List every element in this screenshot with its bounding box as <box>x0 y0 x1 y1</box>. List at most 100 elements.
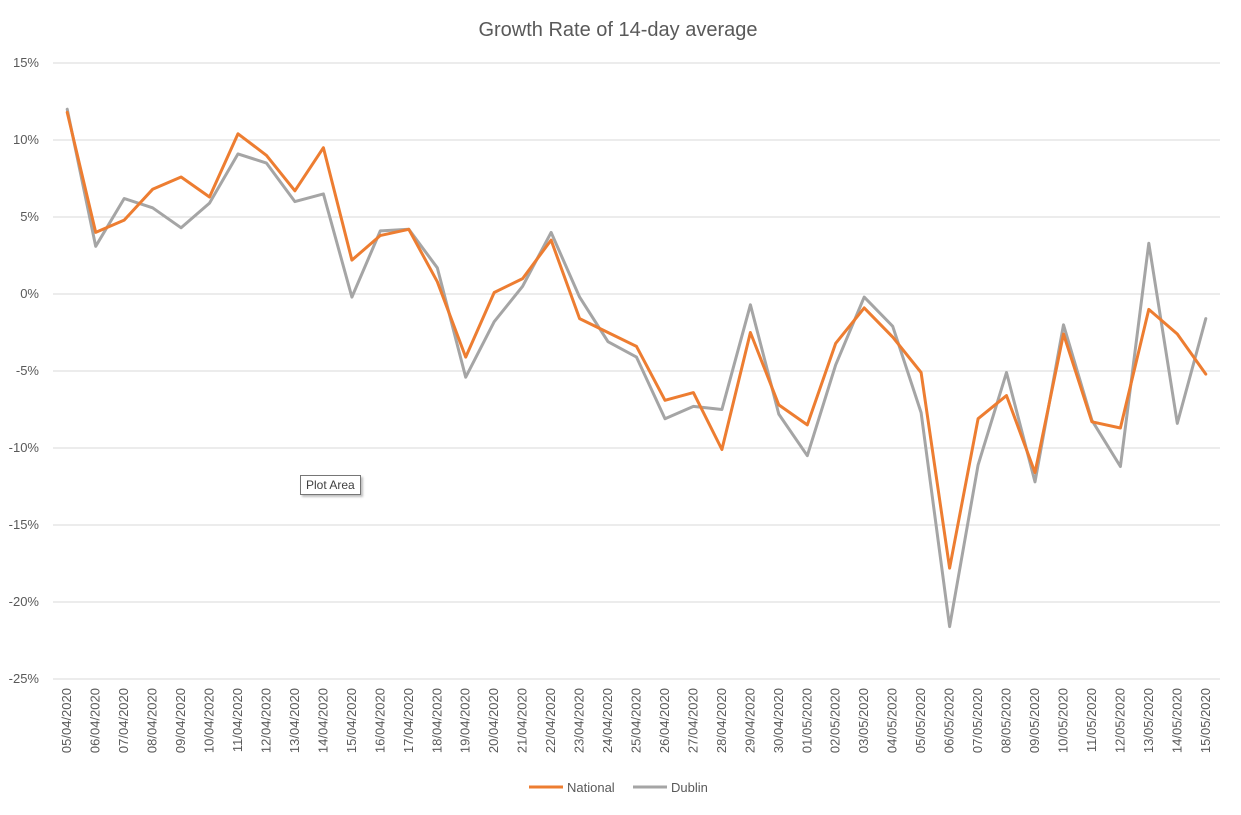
data-point-national[interactable] <box>264 153 268 157</box>
data-point-dublin[interactable] <box>293 200 297 204</box>
legend-item-national[interactable]: National <box>529 780 615 795</box>
x-tick-label: 01/05/2020 <box>799 688 814 753</box>
data-point-dublin[interactable] <box>862 295 866 299</box>
data-point-dublin[interactable] <box>1204 317 1208 321</box>
data-point-national[interactable] <box>1204 372 1208 376</box>
data-point-national[interactable] <box>663 398 667 402</box>
data-point-dublin[interactable] <box>1033 480 1037 484</box>
legend[interactable]: National Dublin <box>529 780 708 795</box>
data-point-national[interactable] <box>179 175 183 179</box>
data-point-national[interactable] <box>777 403 781 407</box>
x-tick-label: 04/05/2020 <box>885 688 900 753</box>
data-point-dublin[interactable] <box>464 375 468 379</box>
x-tick-label: 03/05/2020 <box>856 688 871 753</box>
data-point-dublin[interactable] <box>1175 421 1179 425</box>
data-point-national[interactable] <box>606 331 610 335</box>
data-point-dublin[interactable] <box>1147 241 1151 245</box>
data-point-dublin[interactable] <box>94 244 98 248</box>
data-point-national[interactable] <box>521 277 525 281</box>
x-axis-ticks: 05/04/2020 06/04/2020 07/04/2020 08/04/2020… <box>59 688 1213 753</box>
data-point-national[interactable] <box>1005 394 1009 398</box>
data-point-national[interactable] <box>919 371 923 375</box>
data-point-dublin[interactable] <box>492 320 496 324</box>
data-point-national[interactable] <box>948 566 952 570</box>
data-point-dublin[interactable] <box>578 295 582 299</box>
data-point-dublin[interactable] <box>122 197 126 201</box>
data-point-dublin[interactable] <box>606 340 610 344</box>
data-point-national[interactable] <box>834 341 838 345</box>
data-point-dublin[interactable] <box>208 201 212 205</box>
data-point-national[interactable] <box>1090 420 1094 424</box>
data-point-national[interactable] <box>151 187 155 191</box>
series-lines[interactable] <box>65 107 1208 629</box>
data-point-national[interactable] <box>208 195 212 199</box>
data-point-dublin[interactable] <box>151 206 155 210</box>
data-point-national[interactable] <box>862 306 866 310</box>
legend-label: National <box>567 780 615 795</box>
data-point-national[interactable] <box>378 233 382 237</box>
data-point-national[interactable] <box>1061 332 1065 336</box>
data-point-national[interactable] <box>1033 471 1037 475</box>
data-point-dublin[interactable] <box>264 161 268 165</box>
data-point-dublin[interactable] <box>549 230 553 234</box>
data-point-national[interactable] <box>976 417 980 421</box>
data-point-dublin[interactable] <box>635 355 639 359</box>
data-point-dublin[interactable] <box>691 404 695 408</box>
data-point-dublin[interactable] <box>179 226 183 230</box>
data-point-dublin[interactable] <box>720 408 724 412</box>
data-point-national[interactable] <box>1175 332 1179 336</box>
x-tick-label: 12/04/2020 <box>258 688 273 753</box>
data-point-national[interactable] <box>321 146 325 150</box>
data-point-national[interactable] <box>464 355 468 359</box>
data-point-dublin[interactable] <box>919 411 923 415</box>
data-point-dublin[interactable] <box>834 363 838 367</box>
data-point-dublin[interactable] <box>521 284 525 288</box>
x-tick-label: 13/04/2020 <box>287 688 302 753</box>
data-point-dublin[interactable] <box>236 152 240 156</box>
plot-area-tooltip: Plot Area <box>300 475 361 495</box>
series-line-national[interactable] <box>65 110 1208 570</box>
data-point-national[interactable] <box>94 230 98 234</box>
data-point-national[interactable] <box>492 290 496 294</box>
data-point-dublin[interactable] <box>748 303 752 307</box>
data-point-dublin[interactable] <box>805 454 809 458</box>
data-point-dublin[interactable] <box>435 266 439 270</box>
data-point-dublin[interactable] <box>663 417 667 421</box>
x-tick-label: 25/04/2020 <box>629 688 644 753</box>
data-point-national[interactable] <box>891 335 895 339</box>
data-point-national[interactable] <box>1118 426 1122 430</box>
data-point-national[interactable] <box>435 280 439 284</box>
data-point-national[interactable] <box>1147 307 1151 311</box>
data-point-national[interactable] <box>236 132 240 136</box>
data-point-dublin[interactable] <box>976 463 980 467</box>
y-tick-label: 10% <box>13 132 39 147</box>
data-point-national[interactable] <box>65 110 69 114</box>
data-point-dublin[interactable] <box>948 625 952 629</box>
data-point-national[interactable] <box>578 317 582 321</box>
data-point-dublin[interactable] <box>378 229 382 233</box>
legend-item-dublin[interactable]: Dublin <box>633 780 708 795</box>
data-point-national[interactable] <box>293 189 297 193</box>
series-line-dublin[interactable] <box>65 107 1208 629</box>
data-point-national[interactable] <box>635 344 639 348</box>
x-tick-label: 05/04/2020 <box>59 688 74 753</box>
x-tick-label: 07/04/2020 <box>116 688 131 753</box>
data-point-national[interactable] <box>549 238 553 242</box>
data-point-dublin[interactable] <box>350 295 354 299</box>
data-point-national[interactable] <box>122 218 126 222</box>
data-point-dublin[interactable] <box>321 192 325 196</box>
data-point-dublin[interactable] <box>891 324 895 328</box>
data-point-dublin[interactable] <box>1005 371 1009 375</box>
data-point-national[interactable] <box>805 423 809 427</box>
data-point-national[interactable] <box>691 391 695 395</box>
data-point-dublin[interactable] <box>1061 323 1065 327</box>
data-point-national[interactable] <box>407 227 411 231</box>
data-point-dublin[interactable] <box>1118 464 1122 468</box>
data-point-national[interactable] <box>350 258 354 262</box>
data-point-national[interactable] <box>720 448 724 452</box>
x-tick-label: 10/05/2020 <box>1055 688 1070 753</box>
data-point-national[interactable] <box>748 331 752 335</box>
x-tick-label: 28/04/2020 <box>714 688 729 753</box>
data-point-dublin[interactable] <box>777 412 781 416</box>
